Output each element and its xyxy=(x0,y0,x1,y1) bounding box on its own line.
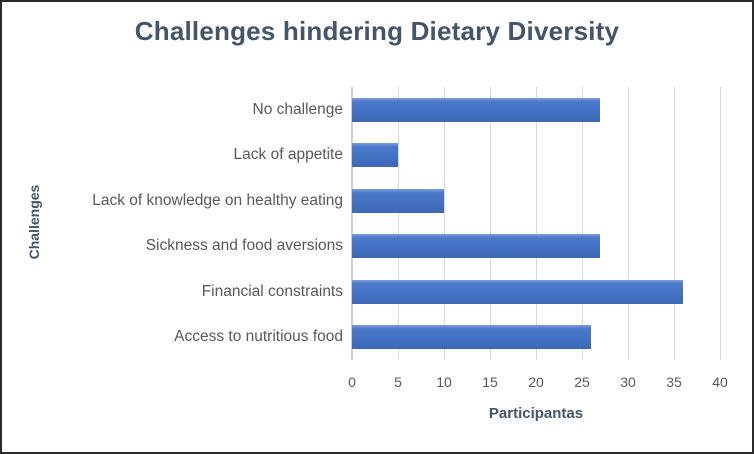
gridline xyxy=(720,87,721,360)
gridline xyxy=(536,87,537,360)
bar-rows: No challenge Lack of appetite Lack of know… xyxy=(92,87,720,361)
x-tick-label: 10 xyxy=(436,374,452,390)
bar-row: Lack of knowledge on healthy eating xyxy=(92,178,720,224)
bar-track xyxy=(352,97,720,122)
gridline xyxy=(490,87,491,360)
bar-track xyxy=(352,188,720,213)
bar xyxy=(352,143,398,168)
category-label: Sickness and food aversions xyxy=(145,237,343,255)
gridline xyxy=(674,87,675,360)
category-label: Lack of appetite xyxy=(233,146,343,164)
bar xyxy=(352,234,601,259)
category-label: No challenge xyxy=(252,100,343,118)
bar xyxy=(352,188,444,213)
bar xyxy=(352,325,592,350)
bar-track xyxy=(352,325,720,350)
bar-row: Financial constraints xyxy=(202,269,720,315)
category-label: Financial constraints xyxy=(201,282,343,300)
gridline xyxy=(351,87,353,360)
x-tick-label: 15 xyxy=(482,374,498,390)
x-axis-label: Participantas xyxy=(488,405,584,422)
grid-layer xyxy=(351,87,721,360)
x-tick-label: 40 xyxy=(712,374,728,390)
bar-track xyxy=(352,234,720,259)
x-tick-label: 30 xyxy=(620,374,636,390)
gridline xyxy=(444,87,445,360)
bar-row: No challenge xyxy=(253,87,720,133)
x-tick-label: 5 xyxy=(394,374,402,390)
bar-track xyxy=(352,279,720,304)
plot-area: No challenge Lack of appetite Lack of know… xyxy=(92,87,721,361)
bar-row: Sickness and food aversions xyxy=(146,224,720,270)
category-label: Access to nutritious food xyxy=(174,328,343,346)
gridline xyxy=(582,87,583,360)
x-tick-label: 20 xyxy=(528,374,544,390)
x-tick-label: 0 xyxy=(348,374,356,390)
bar-row: Lack of appetite xyxy=(234,133,720,179)
bar xyxy=(352,97,601,122)
gridline xyxy=(628,87,629,360)
chart-title: Challenges hindering Dietary Diversity xyxy=(134,16,620,46)
bar-row: Access to nutritious food xyxy=(174,315,720,361)
bar xyxy=(352,279,684,304)
bar-track xyxy=(352,143,720,168)
x-ticks: 0 5 10 15 20 25 30 35 40 xyxy=(348,374,728,392)
x-tick-label: 35 xyxy=(666,374,682,390)
gridline xyxy=(398,87,399,360)
category-label: Lack of knowledge on healthy eating xyxy=(92,191,343,209)
x-tick-label: 25 xyxy=(574,374,590,390)
